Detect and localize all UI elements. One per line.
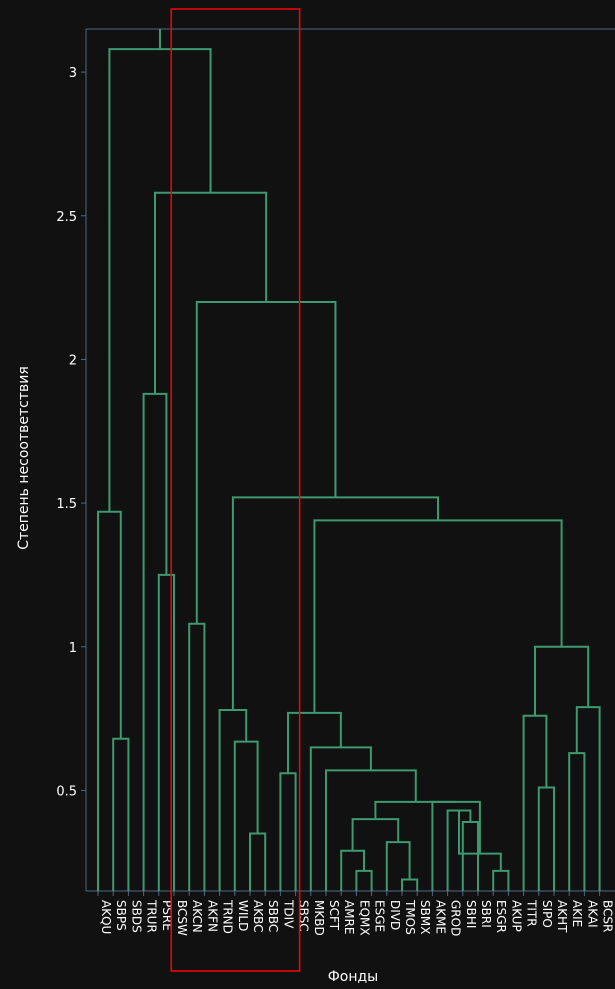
- y-tick-label: 3: [69, 66, 77, 81]
- leaf-label: SBRI: [479, 900, 493, 928]
- dendrogram-link: [218, 708, 248, 891]
- dendrogram-link: [142, 392, 168, 891]
- dendrogram-links: [97, 29, 601, 891]
- leaf-label: GROD: [449, 900, 463, 936]
- dendrogram-link: [97, 510, 122, 891]
- axes: [85, 28, 615, 892]
- dendrogram-link: [279, 772, 297, 891]
- x-axis-label: Фонды: [328, 969, 379, 985]
- dendrogram-link: [287, 711, 342, 774]
- leaf-label: BCSR: [601, 900, 615, 932]
- leaf-label: AMRE: [342, 900, 356, 934]
- y-tick-label: 1: [69, 641, 77, 656]
- y-tick-label: 0.5: [56, 784, 77, 799]
- leaf-label: SIPO: [540, 900, 554, 928]
- leaf-label: SBBC: [266, 900, 280, 932]
- leaf-label: AKUP: [509, 900, 523, 932]
- leaf-label: TMOS: [403, 899, 417, 935]
- dendrogram-link: [568, 752, 586, 891]
- leaf-label: SBMX: [418, 900, 432, 934]
- leaf-label: ESGR: [494, 900, 508, 933]
- leaf-label: TRND: [221, 899, 235, 934]
- leaf-label: AKBC: [251, 900, 265, 932]
- dendrogram-link: [431, 800, 481, 891]
- dendrogram-link: [401, 878, 419, 891]
- leaf-label: SBPS: [114, 900, 128, 931]
- leaf-label: AKHT: [555, 900, 569, 933]
- leaf-label: AKIE: [570, 900, 584, 927]
- dendrogram-link: [355, 869, 373, 891]
- dendrogram-link: [231, 496, 440, 710]
- leaf-label: SBHI: [464, 900, 478, 928]
- leaf-label: TRUR: [145, 899, 159, 933]
- y-tick-label: 2: [69, 353, 77, 368]
- dendrogram-link: [112, 737, 130, 891]
- leaf-label: PSRE: [160, 900, 174, 931]
- dendrogram-link: [249, 832, 267, 891]
- leaf-label: MKBD: [312, 900, 326, 936]
- dendrogram-link: [195, 300, 337, 624]
- dendrogram-link: [522, 714, 548, 891]
- dendrogram-link: [188, 622, 206, 891]
- dendrogram-link: [537, 786, 555, 891]
- leaf-label: SCFT: [327, 900, 341, 931]
- dendrogram-link: [108, 48, 212, 512]
- dendrogram-link: [575, 706, 601, 891]
- dendrogram-link: [461, 821, 479, 891]
- leaf-label: DIVD: [388, 900, 402, 930]
- leaf-label: AKQU: [99, 900, 113, 934]
- leaf-label: EQMX: [357, 900, 371, 936]
- dendrogram-link: [534, 645, 590, 716]
- dendrogram-link: [492, 869, 510, 891]
- leaf-label: AKFN: [205, 900, 219, 932]
- leaf-label: BCSW: [175, 900, 189, 936]
- leaf-label: ESGE: [373, 900, 387, 932]
- leaf-label: AKME: [433, 900, 447, 934]
- leaf-label: AKAI: [585, 900, 599, 928]
- dendrogram-link: [313, 519, 563, 713]
- dendrogram-link: [458, 810, 502, 871]
- y-ticks: 0.5 1 1.5 2 2.5 3: [56, 66, 86, 799]
- leaf-label: SBDS: [129, 900, 143, 933]
- leaf-label: SBSC: [297, 900, 311, 932]
- leaf-label: WILD: [236, 900, 250, 931]
- leaf-label: TDIV: [281, 899, 295, 929]
- leaf-label: TITR: [525, 899, 539, 927]
- dendrogram-link: [233, 740, 259, 891]
- y-axis-label: Степень несоответствия: [16, 366, 32, 550]
- leaf-label: AKCN: [190, 900, 204, 933]
- highlight-box: [170, 8, 301, 972]
- leaf-labels: AKQU SBPS SBDS TRUR PSRE BCSW AKCN AKFN TRND WILD…: [97, 891, 615, 936]
- y-tick-label: 1.5: [56, 497, 77, 512]
- dendrogram-link: [351, 818, 400, 851]
- y-tick-label: 2.5: [56, 210, 77, 225]
- dendrogram-link: [374, 800, 457, 820]
- dendrogram-link: [385, 841, 411, 891]
